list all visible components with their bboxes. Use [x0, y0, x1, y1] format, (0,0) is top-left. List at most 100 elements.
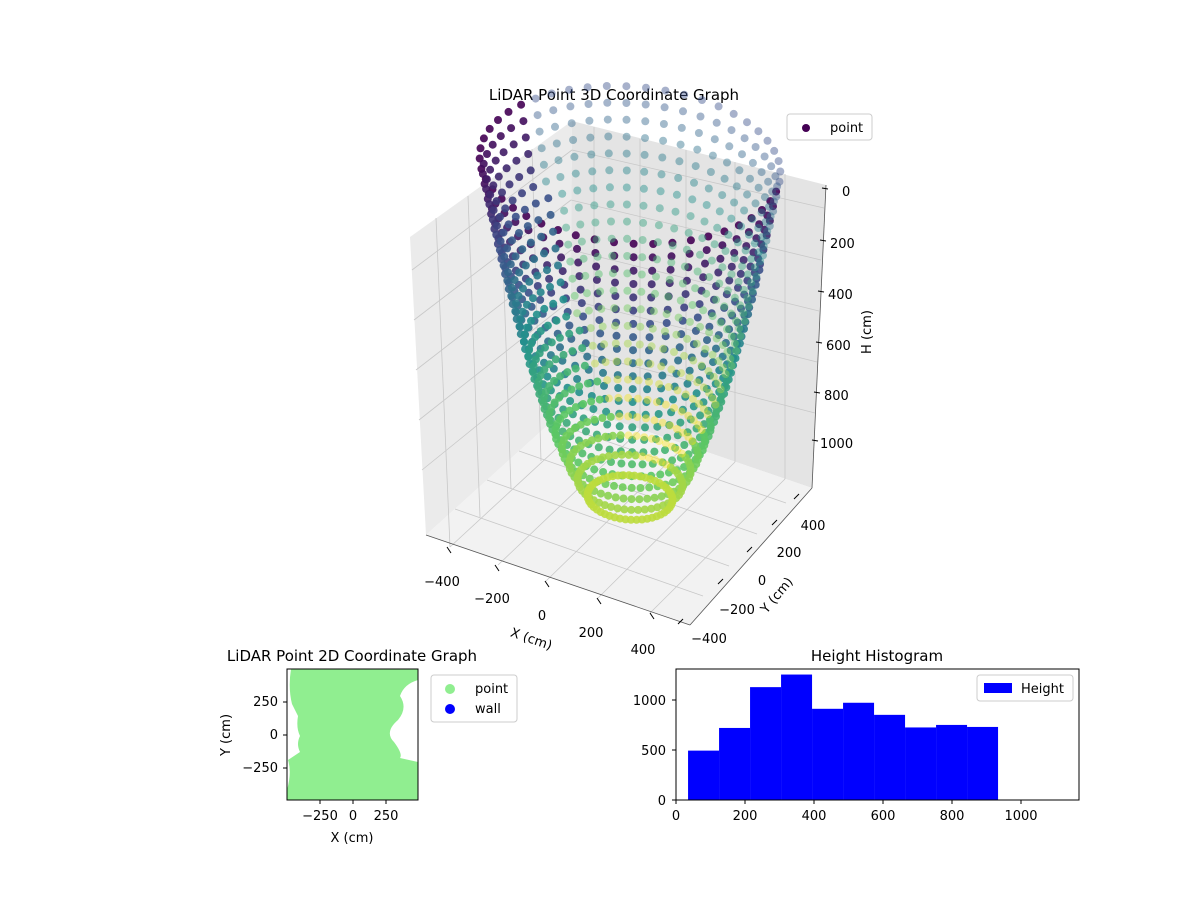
point-marker-3d	[697, 286, 706, 295]
point-marker-3d	[733, 318, 742, 327]
point-marker-3d	[529, 361, 538, 370]
point-marker-3d	[571, 364, 580, 373]
point-marker-3d	[587, 150, 596, 159]
point-marker-3d	[615, 422, 624, 431]
point-marker-3d	[560, 389, 569, 398]
point-marker-3d	[638, 236, 647, 244]
point-marker-3d	[570, 424, 579, 433]
point-marker-3d	[603, 98, 612, 107]
point-marker-3d	[587, 436, 596, 445]
point-marker-3d	[591, 359, 599, 368]
point-marker-3d	[712, 282, 721, 291]
point-marker-3d	[494, 116, 502, 124]
point-marker-3d	[661, 439, 670, 448]
point-marker-3d	[622, 200, 631, 209]
point-marker-3d	[488, 215, 497, 224]
point-marker-3d	[673, 445, 682, 454]
point-marker-3d	[629, 239, 638, 248]
point-marker-3d	[547, 89, 556, 98]
point-marker-3d	[543, 372, 552, 381]
point-marker-3d	[670, 403, 679, 412]
point-marker-3d	[536, 371, 545, 380]
point-marker-3d	[501, 204, 510, 213]
point-marker-3d	[492, 230, 501, 239]
point-marker-3d	[540, 365, 549, 374]
point-marker-3d	[502, 164, 511, 173]
point-marker-3d	[709, 358, 717, 367]
point-marker-3d	[717, 391, 726, 400]
point-marker-3d	[529, 294, 537, 303]
histogram-bars	[688, 674, 999, 800]
point-marker-3d	[641, 423, 649, 432]
point-marker-3d	[476, 144, 485, 153]
point-marker-3d	[653, 422, 662, 431]
point-marker-3d	[515, 322, 524, 331]
point-marker-3d	[691, 162, 700, 171]
point-marker-3d	[558, 356, 567, 365]
point-marker-3d	[578, 344, 587, 353]
point-marker-3d	[507, 124, 516, 133]
point-marker-3d	[503, 244, 512, 253]
point-marker-3d	[699, 404, 708, 413]
point-marker-3d	[691, 441, 700, 450]
point-marker-3d	[596, 329, 605, 338]
point-marker-3d	[559, 350, 568, 359]
point-marker-3d	[601, 432, 610, 441]
point-marker-3d	[512, 156, 521, 165]
point-marker-3d	[745, 230, 753, 239]
point-marker-3d	[694, 129, 703, 137]
point-marker-3d	[755, 220, 764, 229]
point-marker-3d	[623, 357, 632, 366]
point-marker-3d	[609, 286, 618, 295]
point-marker-3d	[735, 324, 744, 333]
point-marker-3d	[525, 346, 533, 355]
point-marker-3d	[622, 149, 631, 158]
point-marker-3d	[611, 339, 620, 348]
point-marker-3d	[573, 309, 582, 318]
point-marker-3d	[678, 405, 687, 414]
point-marker-3d	[640, 435, 649, 444]
point-marker-3d	[695, 376, 704, 385]
point-marker-3d	[647, 504, 656, 513]
point-marker-3d	[769, 197, 778, 206]
point-marker-3d	[533, 282, 542, 290]
point-marker-3d	[623, 304, 632, 313]
point-marker-3d	[521, 133, 530, 142]
point-marker-3d	[667, 365, 676, 374]
point-marker-3d	[691, 326, 700, 335]
point-marker-3d	[584, 100, 593, 108]
point-marker-3d	[698, 96, 706, 104]
point-marker-3d	[628, 385, 637, 394]
point-marker-3d	[628, 398, 637, 406]
point-marker-3d	[696, 112, 705, 121]
point-marker-3d	[681, 392, 690, 401]
point-marker-3d	[674, 356, 683, 365]
point-marker-3d	[672, 330, 681, 339]
point-marker-3d	[645, 333, 654, 342]
point-marker-3d	[595, 395, 604, 404]
point-marker-3d	[751, 143, 760, 151]
point-marker-3d	[729, 109, 738, 118]
point-marker-3d	[559, 295, 568, 304]
point-marker-3d	[620, 505, 629, 514]
histogram-bar	[905, 727, 937, 800]
point-marker-3d	[542, 177, 550, 186]
histogram-bar	[936, 724, 968, 800]
point-marker-3d	[656, 457, 665, 466]
point-marker-3d	[757, 208, 766, 217]
point-marker-3d	[747, 214, 756, 223]
point-marker-3d	[540, 304, 549, 313]
point-marker-3d	[623, 286, 632, 295]
point-marker-3d	[486, 165, 495, 174]
point-marker-3d	[673, 425, 681, 433]
point-marker-3d	[511, 212, 520, 221]
point-marker-3d	[636, 484, 645, 492]
point-marker-3d	[693, 378, 702, 387]
point-marker-3d	[769, 207, 778, 216]
point-marker-3d	[651, 455, 660, 464]
point-marker-3d	[726, 354, 735, 363]
point-marker-3d	[760, 193, 769, 202]
point-marker-3d	[705, 328, 714, 337]
point-marker-3d	[699, 398, 708, 407]
point-marker-3d	[686, 415, 695, 424]
